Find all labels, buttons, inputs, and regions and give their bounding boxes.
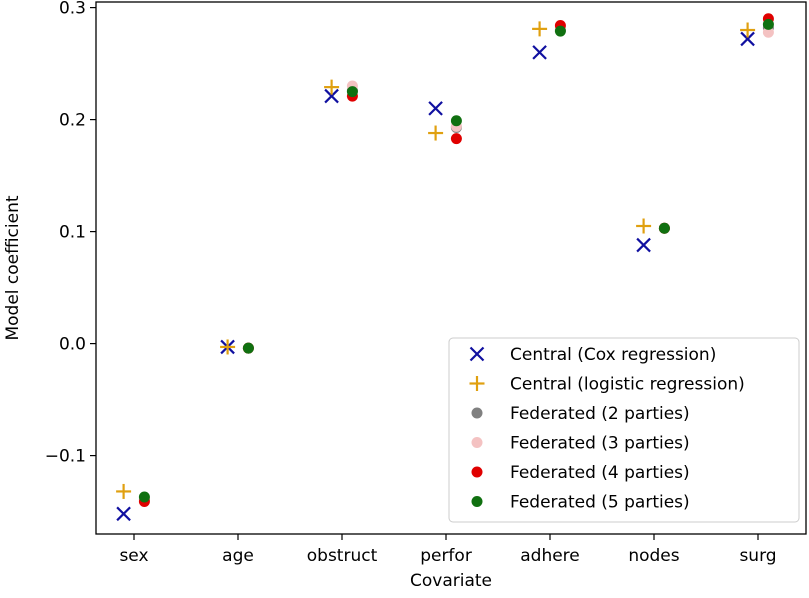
legend-label-1: Central (Cox regression) [510, 345, 716, 365]
data-point-sex-series-1 [116, 506, 131, 522]
legend-label-6: Federated (5 parties) [510, 493, 690, 513]
data-point-surg-series-2 [740, 22, 756, 38]
data-point-nodes-series-6 [658, 222, 670, 234]
data-point-surg-series-6 [762, 18, 774, 30]
legend-frame [448, 337, 800, 523]
y-axis: −0.1 0.0 0.1 0.2 0.3 [45, 0, 96, 467]
data-point-adhere-series-1 [532, 45, 547, 60]
data-point-adhere-series-2 [532, 21, 548, 37]
data-point-obstruct-series-1 [324, 88, 339, 104]
x-axis: sex age obstruct perfor adhere nodes surg [119, 534, 777, 566]
y-tick-label: 0.1 [59, 223, 86, 243]
x-tick-label: obstruct [307, 546, 378, 566]
y-tick-label: 0.2 [59, 111, 86, 131]
legend-label-4: Federated (3 parties) [510, 434, 690, 454]
legend-marker-1 [469, 346, 485, 362]
data-points [116, 13, 774, 522]
y-tick-label: 0.3 [59, 0, 86, 19]
legend-label-5: Federated (4 parties) [510, 463, 690, 483]
data-point-perfor-series-1 [428, 101, 443, 116]
data-point-perfor-series-2 [428, 125, 444, 141]
legend-marker-6 [471, 496, 483, 507]
x-tick-label: sex [119, 546, 148, 566]
data-point-surg-series-1 [740, 31, 755, 47]
data-point-perfor-series-5 [450, 133, 462, 145]
x-marker-stroke [740, 31, 755, 47]
x-axis-label: Covariate [410, 571, 492, 591]
x-tick-label: surg [739, 546, 776, 566]
x-marker-stroke [428, 101, 443, 116]
x-marker-stroke [636, 237, 651, 253]
legend: Central (Cox regression) Central (logisti… [448, 337, 800, 523]
data-point-sex-series-2 [116, 483, 132, 499]
x-tick-label: nodes [628, 546, 679, 566]
data-point-obstruct-series-6 [346, 86, 358, 98]
y-tick-label: 0.0 [59, 335, 86, 355]
data-point-perfor-series-6 [450, 115, 462, 127]
legend-label-3: Federated (2 parties) [510, 404, 690, 424]
data-point-sex-series-6 [138, 491, 150, 503]
legend-label-2: Central (logistic regression) [510, 375, 745, 395]
data-point-nodes-series-2 [636, 218, 652, 234]
data-point-adhere-series-6 [554, 25, 566, 37]
x-marker-stroke [324, 88, 339, 104]
x-tick-label: age [222, 546, 254, 566]
x-tick-label: adhere [520, 546, 580, 566]
data-point-age-series-2 [220, 339, 236, 355]
legend-marker-5 [471, 466, 483, 478]
x-marker-stroke [469, 346, 485, 362]
legend-marker-3 [471, 407, 483, 419]
data-point-nodes-series-1 [636, 237, 651, 253]
data-point-obstruct-series-2 [324, 79, 340, 95]
data-point-age-series-6 [242, 342, 254, 354]
legend-marker-4 [471, 437, 483, 448]
y-axis-label: Model coefficient [3, 195, 23, 340]
legend-marker-2 [469, 376, 485, 391]
x-marker-stroke [116, 506, 131, 522]
y-tick-label: −0.1 [45, 447, 86, 467]
data-point-surg-series-4 [762, 26, 774, 38]
x-tick-label: perfor [420, 546, 472, 566]
x-marker-stroke [532, 45, 547, 60]
